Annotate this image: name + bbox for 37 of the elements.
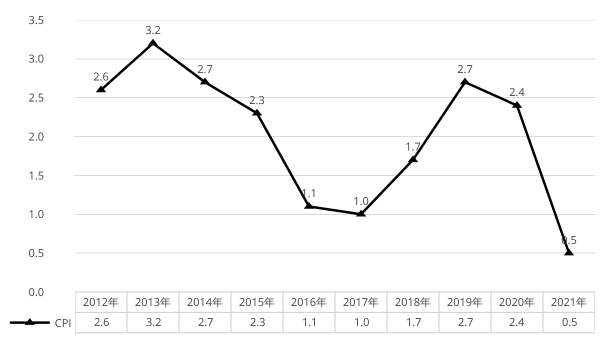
text: 2.7: [197, 62, 213, 77]
x-tick-label: 2021年: [550, 295, 588, 310]
y-tick-label: 0.5: [28, 246, 44, 261]
x-tick-label: 2014年: [186, 295, 224, 310]
y-tick-label: 1.0: [28, 207, 44, 222]
y-tick-label: 2.5: [28, 90, 44, 106]
data-label: 1.7: [406, 315, 422, 330]
x-tick-label: 2020年: [498, 295, 536, 310]
text: 2.7: [457, 62, 473, 77]
data-label: 2.3: [250, 315, 266, 330]
data-label: 2.7: [198, 315, 214, 330]
data-label: 3.2: [146, 315, 162, 330]
y-tick-label: 3.0: [28, 52, 44, 67]
text: 2.6: [93, 70, 109, 85]
y-tick-label: 0.0: [28, 284, 44, 300]
data-label: 1.1: [302, 315, 318, 330]
text: 2.3: [249, 92, 265, 108]
text: 1.0: [353, 194, 369, 209]
data-label: 2.7: [458, 315, 474, 330]
legend-label: CPI: [54, 316, 72, 331]
data-label: 1.0: [354, 315, 370, 330]
x-tick-label: 2016年: [290, 295, 328, 310]
data-label: 2.4: [509, 315, 526, 330]
y-tick-label: 3.5: [28, 12, 44, 28]
y-tick-label: 2.0: [28, 129, 44, 144]
text: 2.4: [509, 85, 525, 100]
x-tick-label: 2015年: [238, 295, 276, 310]
x-tick-label: 2019年: [446, 295, 484, 310]
y-tick-label: 1.5: [28, 168, 44, 184]
x-tick-label: 2013年: [134, 295, 172, 310]
text: 3.2: [145, 22, 161, 38]
text: 1.7: [405, 140, 421, 155]
x-tick-label: 2017年: [342, 295, 380, 310]
x-tick-label: 2018年: [394, 295, 432, 310]
data-label: 0.5: [562, 315, 578, 330]
x-tick-label: 2012年: [82, 295, 120, 310]
data-label: 2.6: [94, 315, 110, 330]
